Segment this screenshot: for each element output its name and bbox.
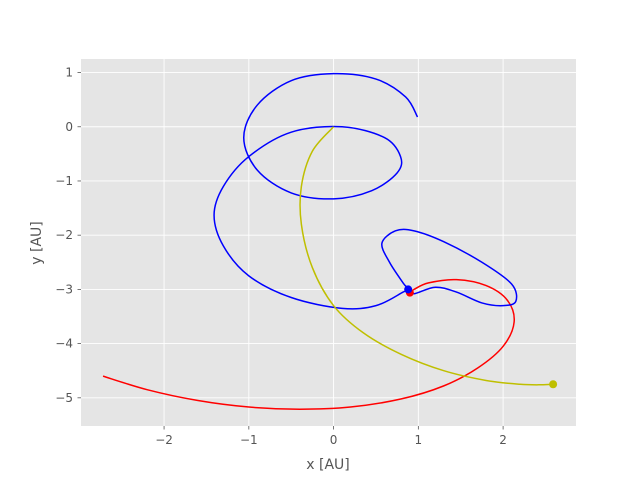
x-tick-label: 1	[415, 433, 423, 447]
series-line-0	[102, 278, 515, 410]
series-layer	[102, 72, 558, 410]
series-end-marker-2	[549, 380, 558, 389]
y-tick-label: −3	[55, 282, 73, 296]
y-tick-label: 1	[65, 66, 73, 80]
y-tick-label: −4	[55, 337, 73, 351]
plot-background	[81, 59, 576, 426]
y-tick-label: −1	[55, 174, 73, 188]
y-tick-label: 0	[65, 120, 73, 134]
y-tick-label: −5	[55, 391, 73, 405]
series-end-marker-1	[404, 285, 413, 294]
tick-labels: −2 −1 0 1 2 1 0 −1 −2 −3 −4 −5	[55, 66, 507, 447]
x-tick-label: −2	[155, 433, 173, 447]
x-tick-label: 2	[499, 433, 507, 447]
x-tick-label: 0	[330, 433, 338, 447]
y-axis-label: y [AU]	[29, 221, 45, 264]
series-line-1	[213, 72, 518, 310]
y-tick-label: −2	[55, 228, 73, 242]
series-line-2	[299, 126, 554, 386]
x-axis-label: x [AU]	[306, 457, 349, 473]
x-tick-label: −1	[240, 433, 258, 447]
